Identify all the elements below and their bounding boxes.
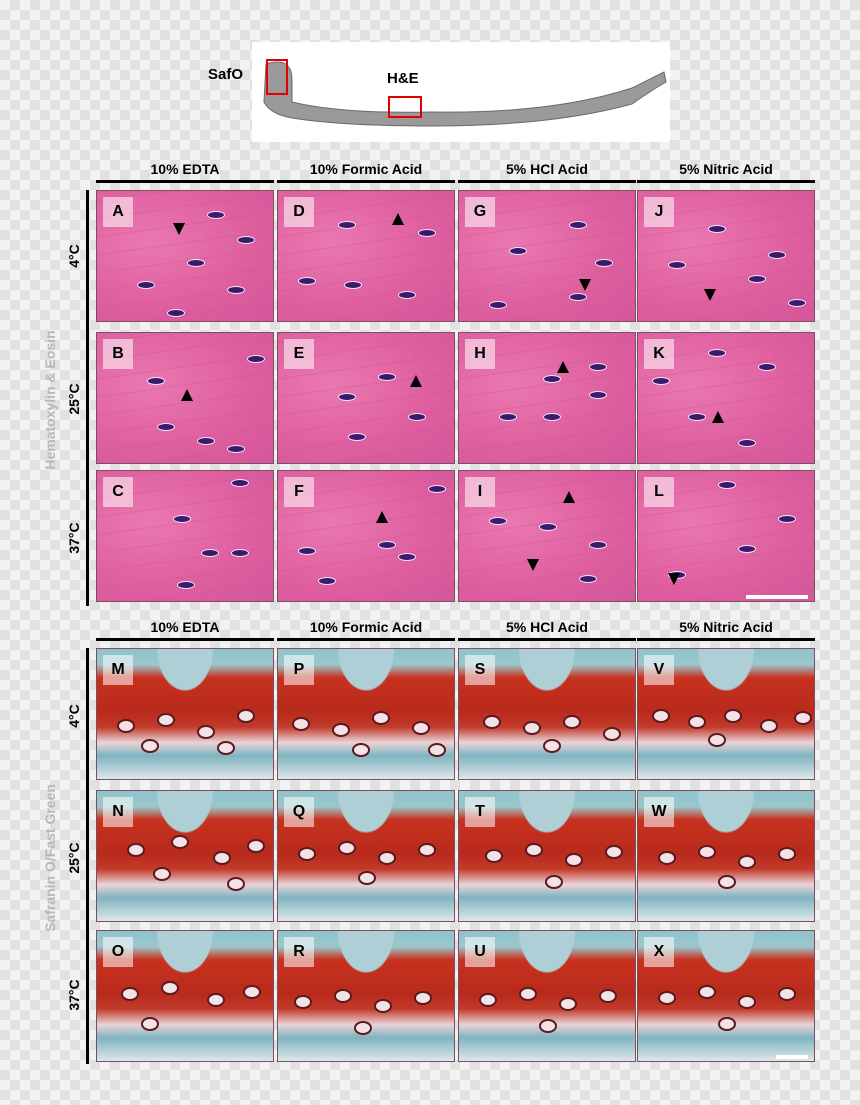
- arrowhead: [410, 375, 422, 387]
- he-label: H&E: [387, 70, 419, 87]
- saf-panel: T: [458, 790, 636, 922]
- panel-letter: B: [103, 339, 133, 369]
- arrowhead: [579, 279, 591, 291]
- panel-letter: V: [644, 655, 674, 685]
- saf-col-header-edta: 10% EDTA: [150, 619, 220, 635]
- saf-panel: Q: [277, 790, 455, 922]
- panel-letter: Q: [284, 797, 314, 827]
- saf-row-rule: [86, 648, 89, 1064]
- panel-letter: R: [284, 937, 314, 967]
- panel-letter: J: [644, 197, 674, 227]
- scale-bar: [776, 1055, 808, 1059]
- panel-letter: S: [465, 655, 495, 685]
- arrowhead: [527, 559, 539, 571]
- he-panel: G: [458, 190, 636, 322]
- arrowhead: [173, 223, 185, 235]
- he-row-label-4c: 4°C: [66, 244, 82, 268]
- panel-letter: E: [284, 339, 314, 369]
- saf-panel: P: [277, 648, 455, 780]
- he-row-label-37c: 37°C: [66, 522, 82, 554]
- arrowhead: [557, 361, 569, 373]
- saf-row-label-4c: 4°C: [66, 704, 82, 728]
- panel-letter: K: [644, 339, 674, 369]
- he-row-rule: [86, 190, 89, 606]
- he-col-header-edta: 10% EDTA: [150, 161, 220, 177]
- saf-panel: N: [96, 790, 274, 922]
- panel-letter: F: [284, 477, 314, 507]
- panel-letter: U: [465, 937, 495, 967]
- saf-col-rule: [277, 638, 455, 641]
- saf-panel: R: [277, 930, 455, 1062]
- panel-letter: G: [465, 197, 495, 227]
- panel-letter: D: [284, 197, 314, 227]
- panel-letter: H: [465, 339, 495, 369]
- arrowhead: [376, 511, 388, 523]
- panel-letter: L: [644, 477, 674, 507]
- saf-col-rule: [637, 638, 815, 641]
- saf-panel: V: [637, 648, 815, 780]
- he-box: [388, 96, 422, 118]
- saf-col-header-hcl: 5% HCl Acid: [506, 619, 588, 635]
- he-col-rule: [277, 180, 455, 183]
- bone-overview-image: [252, 42, 670, 142]
- he-panel: K: [637, 332, 815, 464]
- he-col-rule: [96, 180, 274, 183]
- he-panel: J: [637, 190, 815, 322]
- saf-panel: O: [96, 930, 274, 1062]
- he-panel: D: [277, 190, 455, 322]
- he-col-header-formic: 10% Formic Acid: [309, 161, 423, 177]
- saf-panel: X: [637, 930, 815, 1062]
- arrowhead: [704, 289, 716, 301]
- panel-letter: M: [103, 655, 133, 685]
- he-col-rule: [458, 180, 636, 183]
- arrowhead: [392, 213, 404, 225]
- panel-letter: W: [644, 797, 674, 827]
- he-col-rule: [637, 180, 815, 183]
- panel-letter: T: [465, 797, 495, 827]
- panel-letter: O: [103, 937, 133, 967]
- saf-panel: W: [637, 790, 815, 922]
- he-panel: H: [458, 332, 636, 464]
- saf-col-rule: [96, 638, 274, 641]
- he-panel: E: [277, 332, 455, 464]
- he-col-header-nitric: 5% Nitric Acid: [679, 161, 773, 177]
- safo-box: [266, 59, 288, 95]
- he-panel: L: [637, 470, 815, 602]
- he-panel: C: [96, 470, 274, 602]
- saf-col-header-formic: 10% Formic Acid: [309, 619, 423, 635]
- arrowhead: [181, 389, 193, 401]
- panel-letter: N: [103, 797, 133, 827]
- saf-row-label-37c: 37°C: [66, 979, 82, 1011]
- panel-letter: X: [644, 937, 674, 967]
- bone-silhouette: [263, 59, 667, 127]
- saf-section-title: Safranin O/Fast Green: [42, 784, 58, 932]
- saf-panel: M: [96, 648, 274, 780]
- arrowhead: [712, 411, 724, 423]
- he-row-label-25c: 25°C: [66, 383, 82, 415]
- arrowhead: [563, 491, 575, 503]
- he-section-title: Hematoxylin & Eosin: [42, 330, 58, 470]
- he-panel: F: [277, 470, 455, 602]
- panel-letter: C: [103, 477, 133, 507]
- saf-col-rule: [458, 638, 636, 641]
- scale-bar: [746, 595, 808, 599]
- he-panel: A: [96, 190, 274, 322]
- saf-panel: U: [458, 930, 636, 1062]
- saf-col-header-nitric: 5% Nitric Acid: [679, 619, 773, 635]
- safo-label: SafO: [208, 66, 244, 83]
- saf-row-label-25c: 25°C: [66, 842, 82, 874]
- he-panel: I: [458, 470, 636, 602]
- panel-letter: I: [465, 477, 495, 507]
- saf-panel: S: [458, 648, 636, 780]
- panel-letter: P: [284, 655, 314, 685]
- arrowhead: [668, 573, 680, 585]
- he-col-header-hcl: 5% HCl Acid: [506, 161, 588, 177]
- he-panel: B: [96, 332, 274, 464]
- panel-letter: A: [103, 197, 133, 227]
